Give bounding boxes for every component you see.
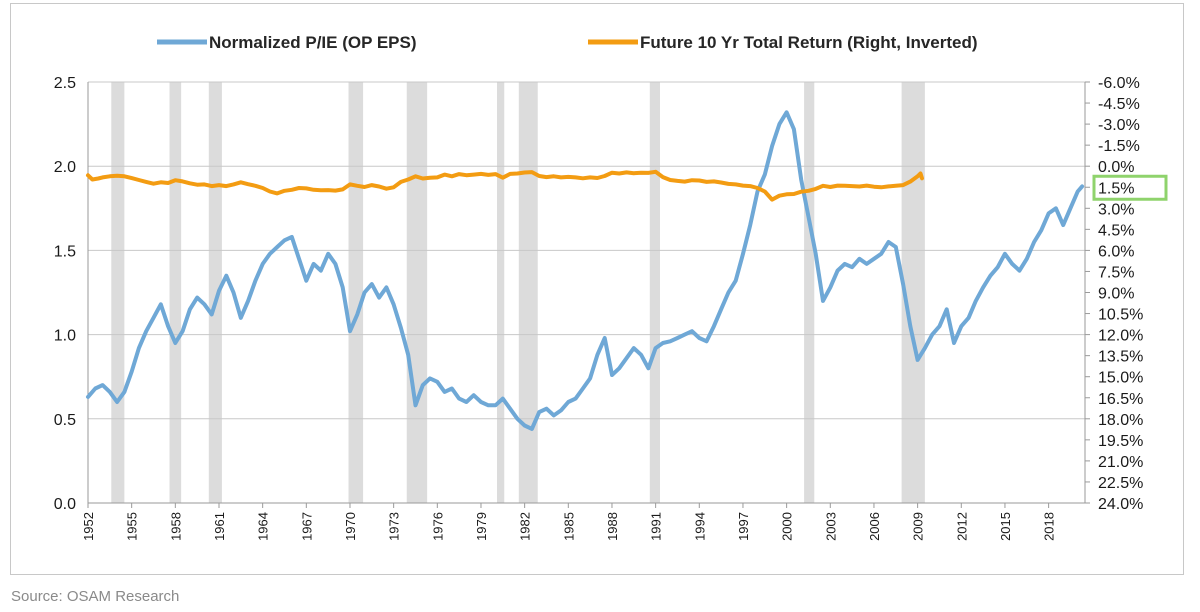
x-tick-label: 1958: [168, 512, 183, 541]
series-line-future-return: [86, 169, 924, 202]
left-tick-label: 2.5: [54, 75, 76, 92]
recession-band-7: [649, 82, 661, 503]
right-tick-label: 15.0%: [1098, 370, 1143, 387]
right-tick-label: 4.5%: [1098, 222, 1134, 239]
recession-band-3: [348, 82, 364, 503]
right-tick-label: 16.5%: [1098, 391, 1143, 408]
x-tick-label: 1997: [736, 512, 751, 541]
x-tick-label: 1982: [518, 512, 533, 541]
right-tick-label: 22.5%: [1098, 475, 1143, 492]
right-tick-label: 13.5%: [1098, 349, 1143, 366]
x-tick-label: 1952: [81, 512, 96, 541]
x-tick-label: 1955: [125, 512, 140, 541]
highlight-box: [1092, 174, 1168, 201]
right-tick-label: 7.5%: [1098, 264, 1134, 281]
right-tick-label: -3.0%: [1098, 117, 1140, 134]
right-tick-label: 3.0%: [1098, 201, 1134, 218]
x-tick-label: 1991: [649, 512, 664, 541]
right-tick-label: -6.0%: [1098, 75, 1140, 92]
legend-label-pie: Normalized P/IE (OP EPS): [209, 33, 417, 52]
left-tick-label: 2.0: [54, 159, 76, 176]
legend-label-ret: Future 10 Yr Total Return (Right, Invert…: [640, 33, 978, 52]
x-tick-label: 2009: [911, 512, 926, 541]
x-tick-label: 2003: [823, 512, 838, 541]
right-tick-label: 12.0%: [1098, 328, 1143, 345]
series-line-normalized-pie: [86, 110, 1085, 431]
series-lines: [86, 110, 1085, 431]
recession-band-1: [169, 82, 182, 503]
x-tick-label: 2006: [867, 512, 882, 541]
right-tick-label: -1.5%: [1098, 138, 1140, 155]
recession-band-4: [406, 82, 428, 503]
x-tick-label: 1964: [256, 512, 271, 541]
right-tick-label: 10.5%: [1098, 307, 1143, 324]
recession-band-5: [496, 82, 505, 503]
axes: [87, 81, 1090, 508]
x-tick-label: 1967: [299, 512, 314, 541]
x-tick-label: 1970: [343, 512, 358, 541]
recession-band-9: [901, 82, 925, 503]
x-tick-label: 1976: [430, 512, 445, 541]
left-tick-label: 1.5: [54, 243, 76, 260]
right-tick-label: 6.0%: [1098, 243, 1134, 260]
x-tick-label: 1988: [605, 512, 620, 541]
x-tick-label: 1994: [692, 512, 707, 541]
x-tick-label: 2012: [954, 512, 969, 541]
left-tick-label: 0.5: [54, 412, 76, 429]
tick-labels: 0.0 0.5 1.0 1.5 2.0 2.5 -6.0% -4.5% -3.0% -1.5% 0.…: [54, 75, 1168, 541]
right-tick-label: -4.5%: [1098, 96, 1140, 113]
x-tick-label: 2018: [1042, 512, 1057, 541]
right-tick-label: 19.5%: [1098, 433, 1143, 450]
right-tick-label: 1.5%: [1098, 180, 1134, 197]
recession-band-0: [111, 82, 125, 503]
legend: Normalized P/IE (OP EPS) Future 10 Yr To…: [157, 33, 978, 52]
x-tick-label: 2000: [780, 512, 795, 541]
x-tick-label: 1973: [387, 512, 402, 541]
x-tick-label: 1961: [212, 512, 227, 541]
x-tick-label: 1979: [474, 512, 489, 541]
source-note: Source: OSAM Research: [11, 588, 180, 605]
x-tick-label: 2015: [998, 512, 1013, 541]
recession-band-8: [804, 82, 815, 503]
right-tick-label: 18.0%: [1098, 412, 1143, 429]
recession-band-6: [518, 82, 538, 503]
right-tick-label: 21.0%: [1098, 454, 1143, 471]
right-tick-label: 9.0%: [1098, 286, 1134, 303]
right-tick-label: 0.0%: [1098, 159, 1134, 176]
chart-frame: [10, 3, 1184, 575]
left-tick-label: 0.0: [54, 496, 76, 513]
gridlines: [88, 81, 1085, 420]
x-tick-label: 1985: [561, 512, 576, 541]
left-tick-label: 1.0: [54, 328, 76, 345]
right-tick-label: 24.0%: [1098, 496, 1143, 513]
